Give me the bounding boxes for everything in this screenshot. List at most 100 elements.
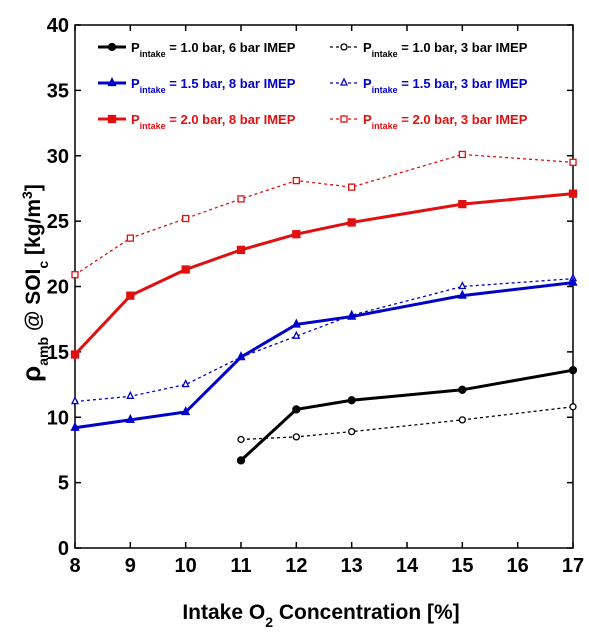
data-point — [236, 456, 246, 465]
data-point — [568, 276, 578, 286]
x-tick-label: 16 — [507, 555, 529, 577]
data-point — [458, 199, 467, 209]
legend-label-sub: intake — [372, 49, 398, 59]
data-point — [458, 416, 466, 424]
data-point — [71, 271, 79, 279]
legend-marker — [107, 42, 117, 52]
legend-label-p: P — [363, 76, 372, 91]
legend-label-p: P — [131, 76, 140, 91]
legend-item: Pintake = 1.0 bar, 6 bar IMEP — [98, 40, 296, 59]
data-point — [347, 396, 356, 405]
legend-label-sub: intake — [372, 121, 398, 131]
x-axis: 8 9 10 11 12 13 14 15 16 17 — [69, 25, 584, 577]
data-point — [70, 396, 80, 405]
x-tick-label: 9 — [125, 555, 136, 577]
data-point — [126, 390, 135, 399]
y-axis-title-close: ] — [22, 184, 45, 191]
y-tick-label: 5 — [58, 473, 69, 495]
y-axis-title-amb: amb — [35, 337, 51, 366]
legend-label-rest: = 1.5 bar, 8 bar IMEP — [166, 76, 296, 91]
y-tick-label: 25 — [47, 211, 69, 233]
x-axis-title-sub: 2 — [265, 614, 273, 630]
data-point — [70, 421, 80, 431]
legend-marker — [340, 43, 348, 51]
data-point — [347, 310, 357, 320]
legend-item: Pintake = 1.0 bar, 3 bar IMEP — [330, 40, 528, 59]
series-2 — [70, 276, 578, 431]
legend-item: Pintake = 1.5 bar, 8 bar IMEP — [98, 76, 296, 95]
series-3 — [70, 189, 578, 359]
legend-label-sub: intake — [140, 121, 166, 131]
legend-label-rest: = 1.0 bar, 6 bar IMEP — [166, 40, 296, 55]
x-tick-label: 13 — [341, 555, 363, 577]
legend-label-rest: = 2.0 bar, 3 bar IMEP — [398, 112, 528, 127]
legend-marker — [107, 77, 117, 87]
x-tick-label: 12 — [285, 555, 307, 577]
data-point — [237, 435, 245, 444]
x-axis-title-b: Concentration [%] — [273, 601, 460, 624]
y-axis: 0 5 10 15 20 25 30 35 40 — [47, 15, 573, 560]
legend-label: Pintake = 2.0 bar, 8 bar IMEP — [131, 112, 296, 131]
legend-label-sub: intake — [140, 85, 166, 95]
data-point — [292, 176, 300, 185]
series-1 — [236, 366, 578, 465]
series-6 — [71, 150, 577, 279]
y-axis-title-rho: ρ — [16, 366, 46, 382]
y-axis-title-at: @ SOI — [22, 269, 45, 337]
data-point — [569, 158, 577, 166]
data-point — [568, 366, 578, 375]
series-line — [73, 192, 574, 356]
y-tick-label: 10 — [47, 407, 69, 429]
x-tick-label: 8 — [69, 555, 80, 577]
y-tick-label: 30 — [47, 146, 69, 168]
x-tick-label: 17 — [562, 555, 584, 577]
x-axis-title-a: Intake O — [182, 601, 265, 624]
legend-label: Pintake = 2.0 bar, 3 bar IMEP — [363, 112, 528, 131]
legend-label-p: P — [131, 112, 140, 127]
legend-label-p: P — [363, 112, 372, 127]
data-point — [348, 183, 356, 191]
legend-label: Pintake = 1.5 bar, 8 bar IMEP — [131, 76, 296, 95]
legend-label-rest: = 1.0 bar, 3 bar IMEP — [398, 40, 528, 55]
data-point — [237, 195, 245, 203]
data-point — [236, 351, 246, 361]
data-point — [181, 379, 190, 388]
data-point — [457, 289, 467, 299]
y-tick-label: 20 — [47, 277, 69, 299]
x-axis-title: Intake O2 Concentration [%] — [182, 601, 459, 630]
legend-label-sub: intake — [372, 85, 398, 95]
series-line — [74, 153, 574, 276]
legend-label-p: P — [131, 40, 140, 55]
legend-marker — [339, 77, 349, 86]
legend-label: Pintake = 1.0 bar, 3 bar IMEP — [363, 40, 528, 59]
data-point — [458, 281, 467, 290]
data-point — [348, 427, 356, 436]
y-axis-title: ρamb @ SOIc [kg/m3] — [16, 184, 51, 382]
x-tick-label: 15 — [451, 555, 473, 577]
data-point — [458, 385, 467, 394]
plot-area — [74, 24, 574, 549]
legend-label-rest: = 2.0 bar, 8 bar IMEP — [166, 112, 296, 127]
legend-item: Pintake = 1.5 bar, 3 bar IMEP — [330, 76, 528, 95]
data-point — [236, 245, 246, 255]
y-tick-label: 40 — [47, 15, 69, 37]
data-point — [292, 230, 301, 239]
x-tick-label: 14 — [396, 555, 419, 577]
y-axis-title-c: c — [35, 261, 51, 269]
legend-marker — [107, 114, 117, 124]
legend-label: Pintake = 1.5 bar, 3 bar IMEP — [363, 76, 528, 95]
y-tick-label: 15 — [47, 342, 69, 364]
data-point — [126, 291, 135, 300]
x-tick-label: 10 — [175, 555, 197, 577]
series-4 — [237, 403, 577, 444]
data-point — [181, 406, 191, 416]
legend-item: Pintake = 2.0 bar, 3 bar IMEP — [330, 112, 528, 131]
y-tick-label: 35 — [47, 80, 69, 102]
data-point — [458, 150, 466, 159]
legend-item: Pintake = 2.0 bar, 8 bar IMEP — [98, 112, 296, 131]
data-point — [291, 318, 301, 328]
legend-label-p: P — [363, 40, 372, 55]
legend-label: Pintake = 1.0 bar, 6 bar IMEP — [131, 40, 296, 59]
